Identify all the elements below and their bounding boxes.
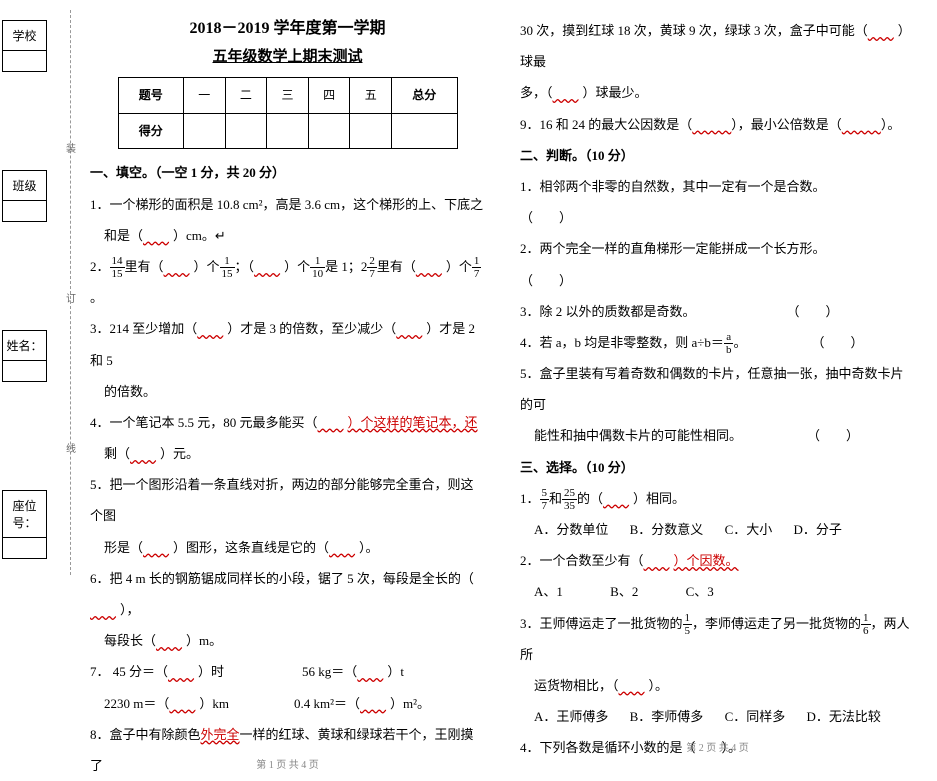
blank[interactable] bbox=[692, 109, 731, 140]
blank[interactable] bbox=[644, 545, 674, 576]
q4-line2: 剩（ ）元。 bbox=[90, 438, 485, 469]
option-b[interactable]: B．李师傅多 bbox=[630, 701, 704, 732]
q3-line1: 3．214 至少增加（ ）才是 3 的倍数，至少减少（ ）才是 2 和 5 bbox=[90, 313, 485, 375]
blank[interactable] bbox=[619, 670, 649, 701]
score-row-label: 得分 bbox=[118, 113, 183, 149]
s2q2: 2．两个完全一样的直角梯形一定能拼成一个长方形。 （ ） bbox=[520, 233, 915, 295]
page-footer-left: 第 1 页 共 4 页 bbox=[90, 754, 485, 778]
blank[interactable] bbox=[143, 532, 173, 563]
q9: 9．16 和 24 的最大公因数是（ ），最小公倍数是（ ）。 bbox=[520, 109, 915, 140]
page-footer-right: 第 2 页 共 4 页 bbox=[520, 737, 915, 761]
blank[interactable] bbox=[164, 251, 194, 282]
blank[interactable] bbox=[197, 313, 227, 344]
section-3-title: 三、选择。（10 分） bbox=[520, 452, 915, 483]
s3q2-options: A、1 B、2 C、3 bbox=[520, 576, 915, 607]
q6-line2: 每段长（ ）m。 bbox=[90, 625, 485, 656]
q7-line2: 2230 m＝（ ）km 0.4 km²＝（ ）m²。 bbox=[90, 688, 485, 719]
label-seat: 座位号： bbox=[2, 490, 47, 559]
score-table: 题号 一 二 三 四 五 总分 得分 bbox=[118, 77, 458, 150]
q7-line1: 7． 45 分＝（ ）时 56 kg＝（ ）t bbox=[90, 656, 485, 687]
option-c[interactable]: C、3 bbox=[686, 576, 714, 607]
s3q2: 2．一个合数至少有（ ）个因数。 bbox=[520, 545, 915, 576]
s3q3-line1: 3．王师傅运走了一批货物的15，李师傅运走了另一批货物的16，两人所 bbox=[520, 608, 915, 670]
q3-line2: 的倍数。 bbox=[90, 376, 485, 407]
score-header: 三 bbox=[267, 77, 309, 113]
fold-char-3: 线 bbox=[66, 440, 76, 455]
blank[interactable] bbox=[143, 220, 173, 251]
label-name: 姓名： bbox=[2, 330, 47, 382]
blank[interactable] bbox=[169, 688, 199, 719]
s3q3-line2: 运货物相比，（ ）。 bbox=[520, 670, 915, 701]
page-column-2: 30 次，摸到红球 18 次，黄球 9 次，绿球 3 次，盒子中可能（ ）球最 … bbox=[520, 15, 915, 764]
q1-line2: 和是（ ）cm。↵ bbox=[90, 220, 485, 251]
blank[interactable] bbox=[553, 77, 583, 108]
score-header: 四 bbox=[308, 77, 350, 113]
page-column-1: 2018－2019 学年度第一学期 五年级数学上期末测试 题号 一 二 三 四 … bbox=[90, 15, 485, 781]
option-d[interactable]: D．无法比较 bbox=[806, 701, 880, 732]
blank[interactable] bbox=[130, 438, 160, 469]
blank[interactable] bbox=[603, 483, 633, 514]
score-header: 一 bbox=[183, 77, 225, 113]
blank[interactable] bbox=[842, 109, 881, 140]
exam-title-line2: 五年级数学上期末测试 bbox=[90, 44, 485, 71]
score-header: 题号 bbox=[118, 77, 183, 113]
blank[interactable] bbox=[360, 688, 390, 719]
s3q1-options: A．分数单位 B．分数意义 C．大小 D．分子 bbox=[520, 514, 915, 545]
option-c[interactable]: C．大小 bbox=[725, 514, 773, 545]
blank[interactable] bbox=[357, 656, 387, 687]
option-c[interactable]: C．同样多 bbox=[725, 701, 786, 732]
s2q1: 1．相邻两个非零的自然数，其中一定有一个是合数。 （ ） bbox=[520, 171, 915, 233]
s3q1: 1．57和2535的（ ）相同。 bbox=[520, 483, 915, 514]
q8-line2: 30 次，摸到红球 18 次，黄球 9 次，绿球 3 次，盒子中可能（ ）球最 bbox=[520, 15, 915, 77]
s2q5-line1: 5．盒子里装有写着奇数和偶数的卡片，任意抽一张，抽中奇数卡片的可 bbox=[520, 358, 915, 420]
q6-line1: 6．把 4 m 长的钢筋锯成同样长的小段，锯了 5 次，每段是全长的（ ）， bbox=[90, 563, 485, 625]
blank[interactable] bbox=[416, 251, 446, 282]
blank[interactable] bbox=[396, 313, 426, 344]
s2q3: 3．除 2 以外的质数都是奇数。 （ ） bbox=[520, 296, 915, 327]
option-b[interactable]: B．分数意义 bbox=[630, 514, 704, 545]
exam-title-line1: 2018－2019 学年度第一学期 bbox=[90, 15, 485, 44]
score-header: 五 bbox=[350, 77, 392, 113]
q5-line2: 形是（ ）图形，这条直线是它的（ ）。 bbox=[90, 532, 485, 563]
fold-char-2: 订 bbox=[66, 290, 76, 305]
blank[interactable] bbox=[90, 594, 120, 625]
option-d[interactable]: D．分子 bbox=[793, 514, 841, 545]
blank[interactable] bbox=[156, 625, 186, 656]
q8-line3: 多，（ ）球最少。 bbox=[520, 77, 915, 108]
blank[interactable] bbox=[329, 532, 359, 563]
option-a[interactable]: A．王师傅多 bbox=[534, 701, 608, 732]
blank[interactable] bbox=[254, 251, 284, 282]
option-b[interactable]: B、2 bbox=[610, 576, 638, 607]
blank[interactable] bbox=[318, 407, 348, 438]
q4-line1: 4．一个笔记本 5.5 元，80 元最多能买（ ）个这样的笔记本，还 bbox=[90, 407, 485, 438]
label-school: 学校 bbox=[2, 20, 47, 72]
q1-line1: 1．一个梯形的面积是 10.8 cm²，高是 3.6 cm，这个梯形的上、下底之 bbox=[90, 189, 485, 220]
section-2-title: 二、判断。（10 分） bbox=[520, 140, 915, 171]
blank[interactable] bbox=[868, 15, 898, 46]
q2: 2．1415里有（ ）个115；（ ）个110是 1；227里有（ ）个17。 bbox=[90, 251, 485, 313]
score-header: 总分 bbox=[392, 77, 457, 113]
label-class: 班级 bbox=[2, 170, 47, 222]
q5-line1: 5．把一个图形沿着一条直线对折，两边的部分能够完全重合，则这个图 bbox=[90, 469, 485, 531]
option-a[interactable]: A．分数单位 bbox=[534, 514, 608, 545]
s2q4: 4．若 a，b 均是非零整数，则 a÷b＝ab。 （ ） bbox=[520, 327, 915, 358]
s2q5-line2: 能性和抽中偶数卡片的可能性相同。 （ ） bbox=[520, 420, 915, 451]
fold-char-1: 装 bbox=[66, 140, 76, 155]
score-header: 二 bbox=[225, 77, 267, 113]
blank[interactable] bbox=[168, 656, 198, 687]
option-a[interactable]: A、1 bbox=[534, 576, 563, 607]
s3q3-options: A．王师傅多 B．李师傅多 C．同样多 D．无法比较 bbox=[520, 701, 915, 732]
section-1-title: 一、填空。（一空 1 分，共 20 分） bbox=[90, 157, 485, 188]
